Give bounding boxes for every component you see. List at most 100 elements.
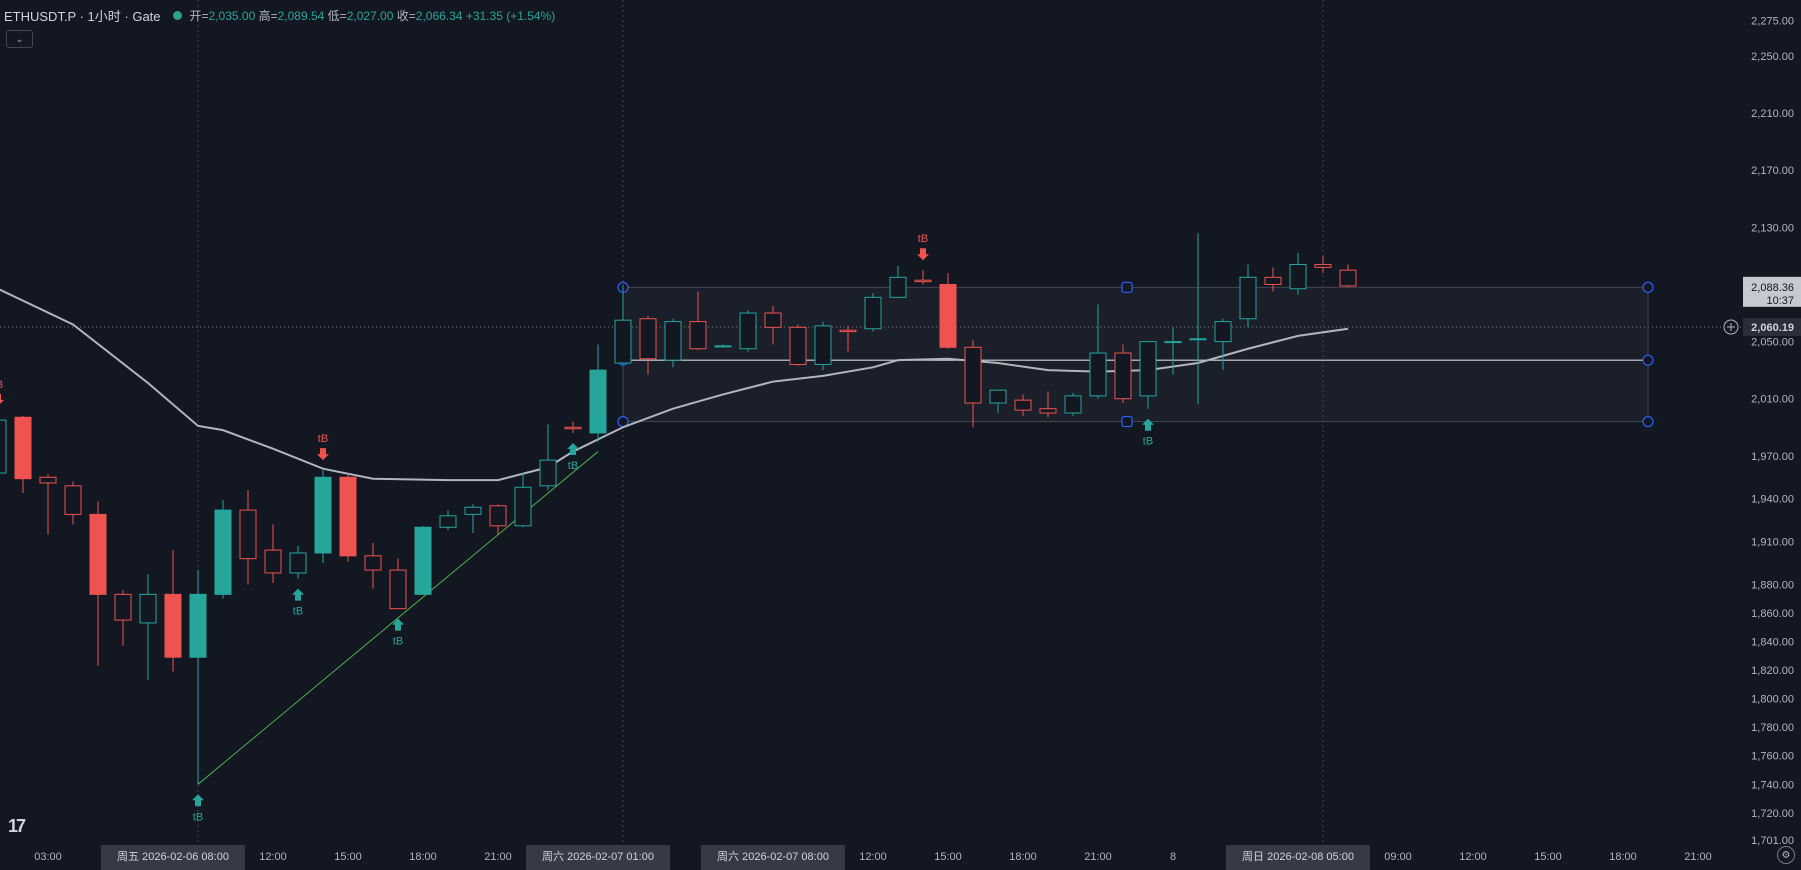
plus-circle-icon[interactable]: [1723, 319, 1739, 335]
candle[interactable]: [1239, 264, 1257, 328]
candle[interactable]: [864, 293, 882, 332]
buy-signal-marker[interactable]: tB: [1142, 418, 1154, 448]
candle[interactable]: [739, 310, 757, 352]
candle[interactable]: [0, 416, 7, 485]
range-box[interactable]: [622, 286, 1649, 423]
tradingview-logo-icon[interactable]: 17: [8, 816, 26, 836]
price-axis-label: 1,970.00: [1751, 451, 1794, 463]
candle[interactable]: [1339, 264, 1357, 288]
time-axis-label: 21:00: [1684, 851, 1712, 863]
buy-signal-marker[interactable]: tB: [567, 442, 579, 472]
symbol-title[interactable]: ETHUSDT.P · 1小时 · Gate: [4, 8, 161, 24]
candle[interactable]: [14, 415, 32, 493]
candle[interactable]: [489, 504, 507, 535]
price-axis-label: 1,701.00: [1751, 835, 1794, 847]
candle[interactable]: [564, 421, 582, 433]
range-box-handle[interactable]: [1121, 415, 1133, 428]
candle[interactable]: [1214, 318, 1232, 371]
price-axis-label: 2,050.00: [1751, 337, 1794, 349]
candle[interactable]: [639, 315, 657, 375]
candle[interactable]: [814, 321, 832, 371]
time-axis-label: 03:00: [34, 851, 62, 863]
buy-signal-marker[interactable]: tB: [392, 618, 404, 648]
candle[interactable]: [164, 550, 182, 672]
candle[interactable]: [939, 273, 957, 349]
range-box-handle[interactable]: [1642, 281, 1654, 293]
candle[interactable]: [1089, 304, 1107, 399]
close-value: 2,066.34: [415, 8, 463, 23]
candle[interactable]: [64, 481, 82, 525]
buy-signal-marker[interactable]: tB: [192, 794, 204, 823]
high-value: 2,089.54: [277, 8, 325, 23]
svg-text:tB: tB: [393, 636, 403, 648]
time-axis-label: 15:00: [934, 851, 962, 863]
sell-signal-marker[interactable]: tB: [917, 233, 929, 261]
candle[interactable]: [689, 291, 707, 351]
candle[interactable]: [39, 474, 57, 535]
candle[interactable]: [464, 504, 482, 533]
time-axis-highlight: [526, 845, 670, 870]
candle[interactable]: [1189, 233, 1207, 405]
candle[interactable]: [764, 305, 782, 345]
candle[interactable]: [789, 324, 807, 366]
price-axis-label: 1,720.00: [1751, 808, 1794, 820]
candle[interactable]: [264, 524, 282, 583]
open-value: 2,035.00: [208, 8, 256, 23]
candle[interactable]: [1164, 327, 1182, 375]
candle[interactable]: [314, 470, 332, 563]
candle[interactable]: [364, 542, 382, 589]
time-axis-label: 12:00: [259, 851, 287, 863]
candle[interactable]: [339, 474, 357, 562]
time-axis-label: 18:00: [1009, 851, 1037, 863]
gear-icon[interactable]: ⚙: [1777, 846, 1795, 864]
svg-text:tB: tB: [318, 433, 328, 445]
candle[interactable]: [439, 510, 457, 531]
candle[interactable]: [1114, 344, 1132, 404]
candle[interactable]: [289, 545, 307, 579]
candle[interactable]: [389, 558, 407, 610]
candle[interactable]: [614, 284, 632, 365]
candle[interactable]: [964, 340, 982, 428]
candle[interactable]: [714, 344, 732, 348]
candle[interactable]: [239, 490, 257, 585]
candle[interactable]: [114, 590, 132, 646]
candle[interactable]: [889, 265, 907, 298]
candle[interactable]: [1314, 255, 1332, 274]
buy-signal-marker[interactable]: tB: [292, 588, 304, 618]
range-box-handle[interactable]: [1121, 281, 1133, 293]
svg-text:tB: tB: [568, 460, 578, 472]
candle[interactable]: [1014, 394, 1032, 416]
candle[interactable]: [214, 500, 232, 599]
candle[interactable]: [1039, 391, 1057, 418]
range-box-handle[interactable]: [1642, 354, 1654, 366]
candle[interactable]: [1064, 393, 1082, 416]
candle[interactable]: [1289, 253, 1307, 295]
candle[interactable]: [189, 570, 207, 785]
candle[interactable]: [664, 318, 682, 368]
time-axis-label: 12:00: [1459, 851, 1487, 863]
candle[interactable]: [139, 574, 157, 681]
candle[interactable]: [1139, 341, 1157, 409]
price-axis-label: 1,780.00: [1751, 722, 1794, 734]
candle[interactable]: [589, 344, 607, 442]
chevron-down-icon[interactable]: ⌄: [6, 30, 33, 48]
price-axis-label: 2,210.00: [1751, 108, 1794, 120]
candle[interactable]: [989, 389, 1007, 414]
range-box-handle[interactable]: [1642, 415, 1654, 428]
sell-signal-marker[interactable]: tB: [317, 433, 329, 461]
candle[interactable]: [514, 472, 532, 528]
price-axis-label: 1,800.00: [1751, 694, 1794, 706]
candle[interactable]: [414, 525, 432, 595]
sell-signal-marker[interactable]: tB: [0, 379, 4, 406]
svg-text:tB: tB: [1143, 436, 1153, 448]
candle[interactable]: [1264, 267, 1282, 292]
candle[interactable]: [839, 325, 857, 352]
svg-text:tB: tB: [193, 811, 203, 823]
candle[interactable]: [539, 424, 557, 491]
time-axis-label: 12:00: [859, 851, 887, 863]
candle[interactable]: [914, 270, 932, 285]
candle[interactable]: [89, 501, 107, 666]
price-axis-label: 1,760.00: [1751, 751, 1794, 763]
current-price-value: 2,060.19: [1751, 322, 1794, 334]
